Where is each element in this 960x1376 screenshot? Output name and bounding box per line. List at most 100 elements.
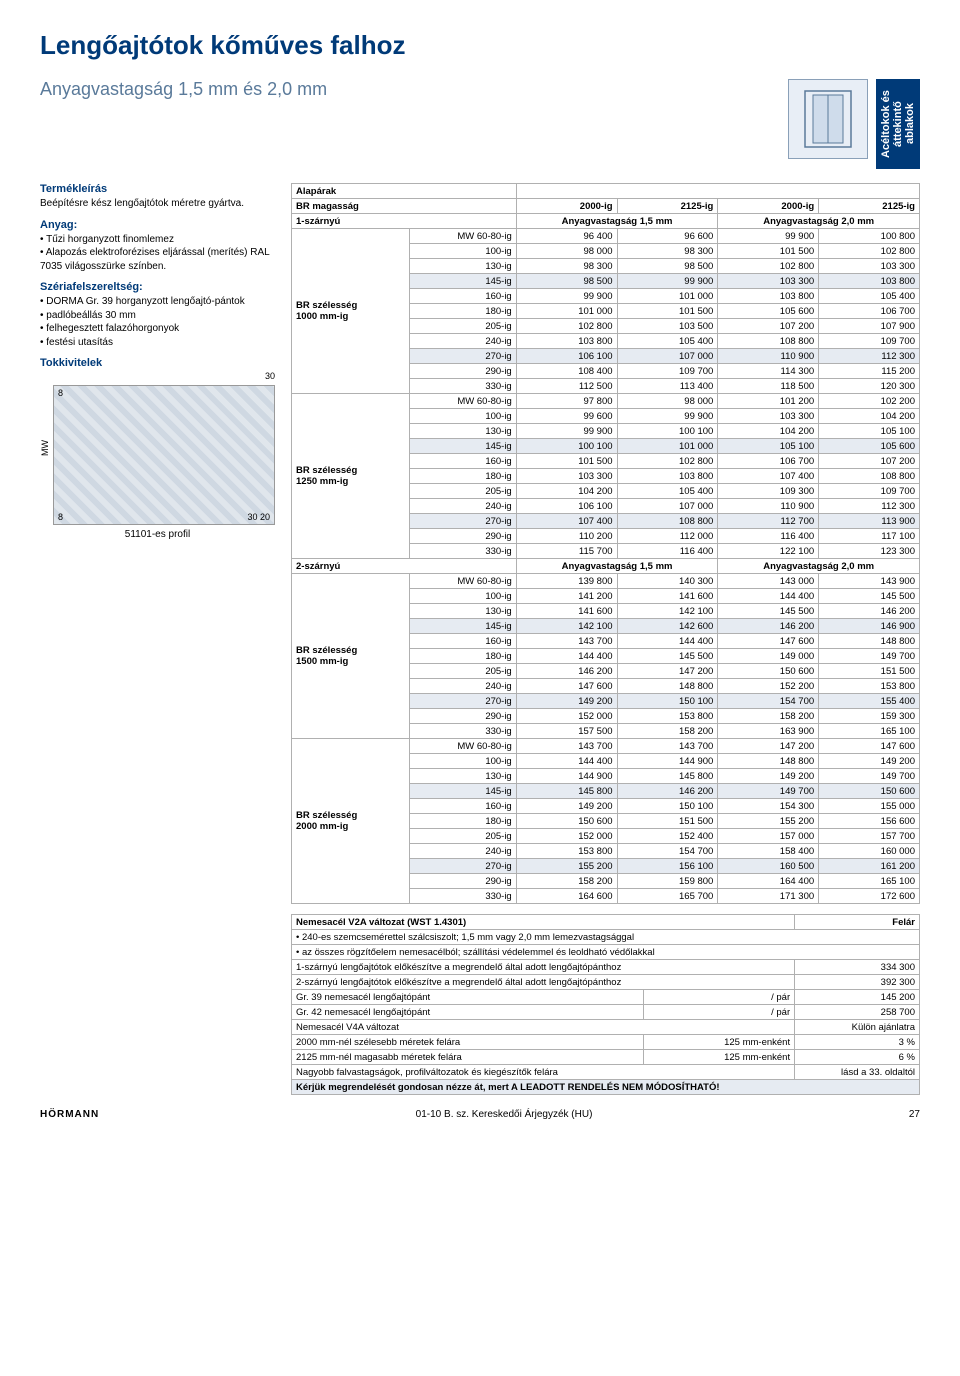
subtitle: Anyagvastagság 1,5 mm és 2,0 mm [40, 79, 788, 100]
price-cell: 110 200 [516, 529, 617, 544]
row-height-label: 160-ig [410, 289, 517, 304]
price-cell: 98 500 [516, 274, 617, 289]
surcharge-table: Nemesacél V2A változat (WST 1.4301) Felá… [291, 914, 920, 1095]
price-cell: 146 900 [819, 619, 920, 634]
standard-item: festési utasítás [40, 336, 275, 350]
price-cell: 113 400 [617, 379, 718, 394]
price-cell: 150 100 [617, 694, 718, 709]
price-cell: 165 100 [819, 874, 920, 889]
wing2-label: 2-szárnyú [292, 559, 517, 574]
price-cell: 150 600 [819, 784, 920, 799]
price-cell: 99 900 [617, 274, 718, 289]
col-head: 2125-ig [617, 199, 718, 214]
price-cell: 152 000 [516, 829, 617, 844]
price-cell: 107 400 [516, 514, 617, 529]
row-height-label: 145-ig [410, 619, 517, 634]
price-cell: 160 500 [718, 859, 819, 874]
price-cell: 141 600 [516, 604, 617, 619]
row-height-label: 145-ig [410, 274, 517, 289]
warning-line: Kérjük megrendelését gondosan nézze át, … [292, 1080, 920, 1095]
price-cell: 161 200 [819, 859, 920, 874]
price-cell: 102 200 [819, 394, 920, 409]
price-cell: 104 200 [819, 409, 920, 424]
bullet: • az összes rögzítőelem nemesacélból; sz… [292, 945, 920, 960]
surcharge-unit: 125 mm-enként [644, 1035, 795, 1050]
price-cell: 158 200 [718, 709, 819, 724]
row-height-label: 290-ig [410, 874, 517, 889]
price-cell: 146 200 [819, 604, 920, 619]
price-cell: 108 400 [516, 364, 617, 379]
price-cell: 115 700 [516, 544, 617, 559]
mw-label: MW [40, 440, 50, 456]
width-group-label: BR szélesség2000 mm-ig [292, 739, 410, 904]
price-cell: 144 400 [617, 634, 718, 649]
standard-title: Szériafelszereltség: [40, 281, 275, 293]
price-cell: 108 800 [819, 469, 920, 484]
surcharge-value: Külön ajánlatra [795, 1020, 920, 1035]
price-cell: 142 100 [617, 604, 718, 619]
price-cell: 149 000 [718, 649, 819, 664]
price-cell: 113 900 [819, 514, 920, 529]
standard-list: DORMA Gr. 39 horganyzott lengőajtó-pánto… [40, 295, 275, 349]
price-cell: 101 500 [718, 244, 819, 259]
price-cell: 116 400 [718, 529, 819, 544]
price-cell: 112 700 [718, 514, 819, 529]
dim-label: 8 [58, 388, 63, 398]
desc-title: Termékleírás [40, 183, 275, 195]
row-height-label: 330-ig [410, 379, 517, 394]
price-cell: 149 700 [819, 769, 920, 784]
surcharge-label: 2000 mm-nél szélesebb méretek felára [292, 1035, 644, 1050]
surcharge-value: lásd a 33. oldaltól [795, 1065, 920, 1080]
width-group-label: BR szélesség1500 mm-ig [292, 574, 410, 739]
price-cell: 144 400 [516, 754, 617, 769]
price-cell: 114 300 [718, 364, 819, 379]
thickness20-label: Anyagvastagság 2,0 mm [718, 559, 920, 574]
thickness20-label: Anyagvastagság 2,0 mm [718, 214, 920, 229]
price-cell: 155 200 [516, 859, 617, 874]
price-cell: 103 500 [617, 319, 718, 334]
surcharge-value: 3 % [795, 1035, 920, 1050]
price-cell: 107 000 [617, 499, 718, 514]
row-height-label: 270-ig [410, 514, 517, 529]
row-height-label: 160-ig [410, 454, 517, 469]
price-cell: 109 700 [819, 334, 920, 349]
price-cell: 145 500 [718, 604, 819, 619]
surcharge-label: Gr. 42 nemesacél lengőajtópánt [292, 1005, 644, 1020]
price-cell: 145 500 [617, 649, 718, 664]
price-cell: 98 300 [617, 244, 718, 259]
surcharge-unit: / pár [644, 1005, 795, 1020]
price-cell: 147 600 [819, 739, 920, 754]
price-cell: 101 000 [617, 289, 718, 304]
price-cell: 107 900 [819, 319, 920, 334]
price-cell: 143 700 [617, 739, 718, 754]
row-height-label: 100-ig [410, 244, 517, 259]
price-cell: 142 600 [617, 619, 718, 634]
page-number: 27 [909, 1109, 920, 1120]
price-cell: 157 500 [516, 724, 617, 739]
profile-caption: 51101-es profil [40, 529, 275, 540]
price-cell: 149 200 [516, 799, 617, 814]
price-cell: 105 400 [819, 289, 920, 304]
price-cell: 123 300 [819, 544, 920, 559]
standard-item: padlóbeállás 30 mm [40, 309, 275, 323]
row-height-label: 330-ig [410, 724, 517, 739]
material-title: Anyag: [40, 219, 275, 231]
col-head: 2000-ig [718, 199, 819, 214]
price-cell: 141 600 [617, 589, 718, 604]
dim-label: 30 20 [247, 512, 270, 522]
row-height-label: 130-ig [410, 604, 517, 619]
row-height-label: 290-ig [410, 529, 517, 544]
price-cell: 147 600 [516, 679, 617, 694]
price-cell: 163 900 [718, 724, 819, 739]
price-cell: 146 200 [516, 664, 617, 679]
price-cell: 102 800 [617, 454, 718, 469]
surcharge-value: 258 700 [795, 1005, 920, 1020]
price-cell: 145 500 [819, 589, 920, 604]
price-cell: 99 900 [516, 289, 617, 304]
row-height-label: 160-ig [410, 799, 517, 814]
price-cell: 100 800 [819, 229, 920, 244]
price-cell: 164 600 [516, 889, 617, 904]
price-cell: 103 300 [718, 409, 819, 424]
footer-center: 01-10 B. sz. Kereskedői Árjegyzék (HU) [416, 1109, 593, 1120]
price-cell: 99 900 [617, 409, 718, 424]
